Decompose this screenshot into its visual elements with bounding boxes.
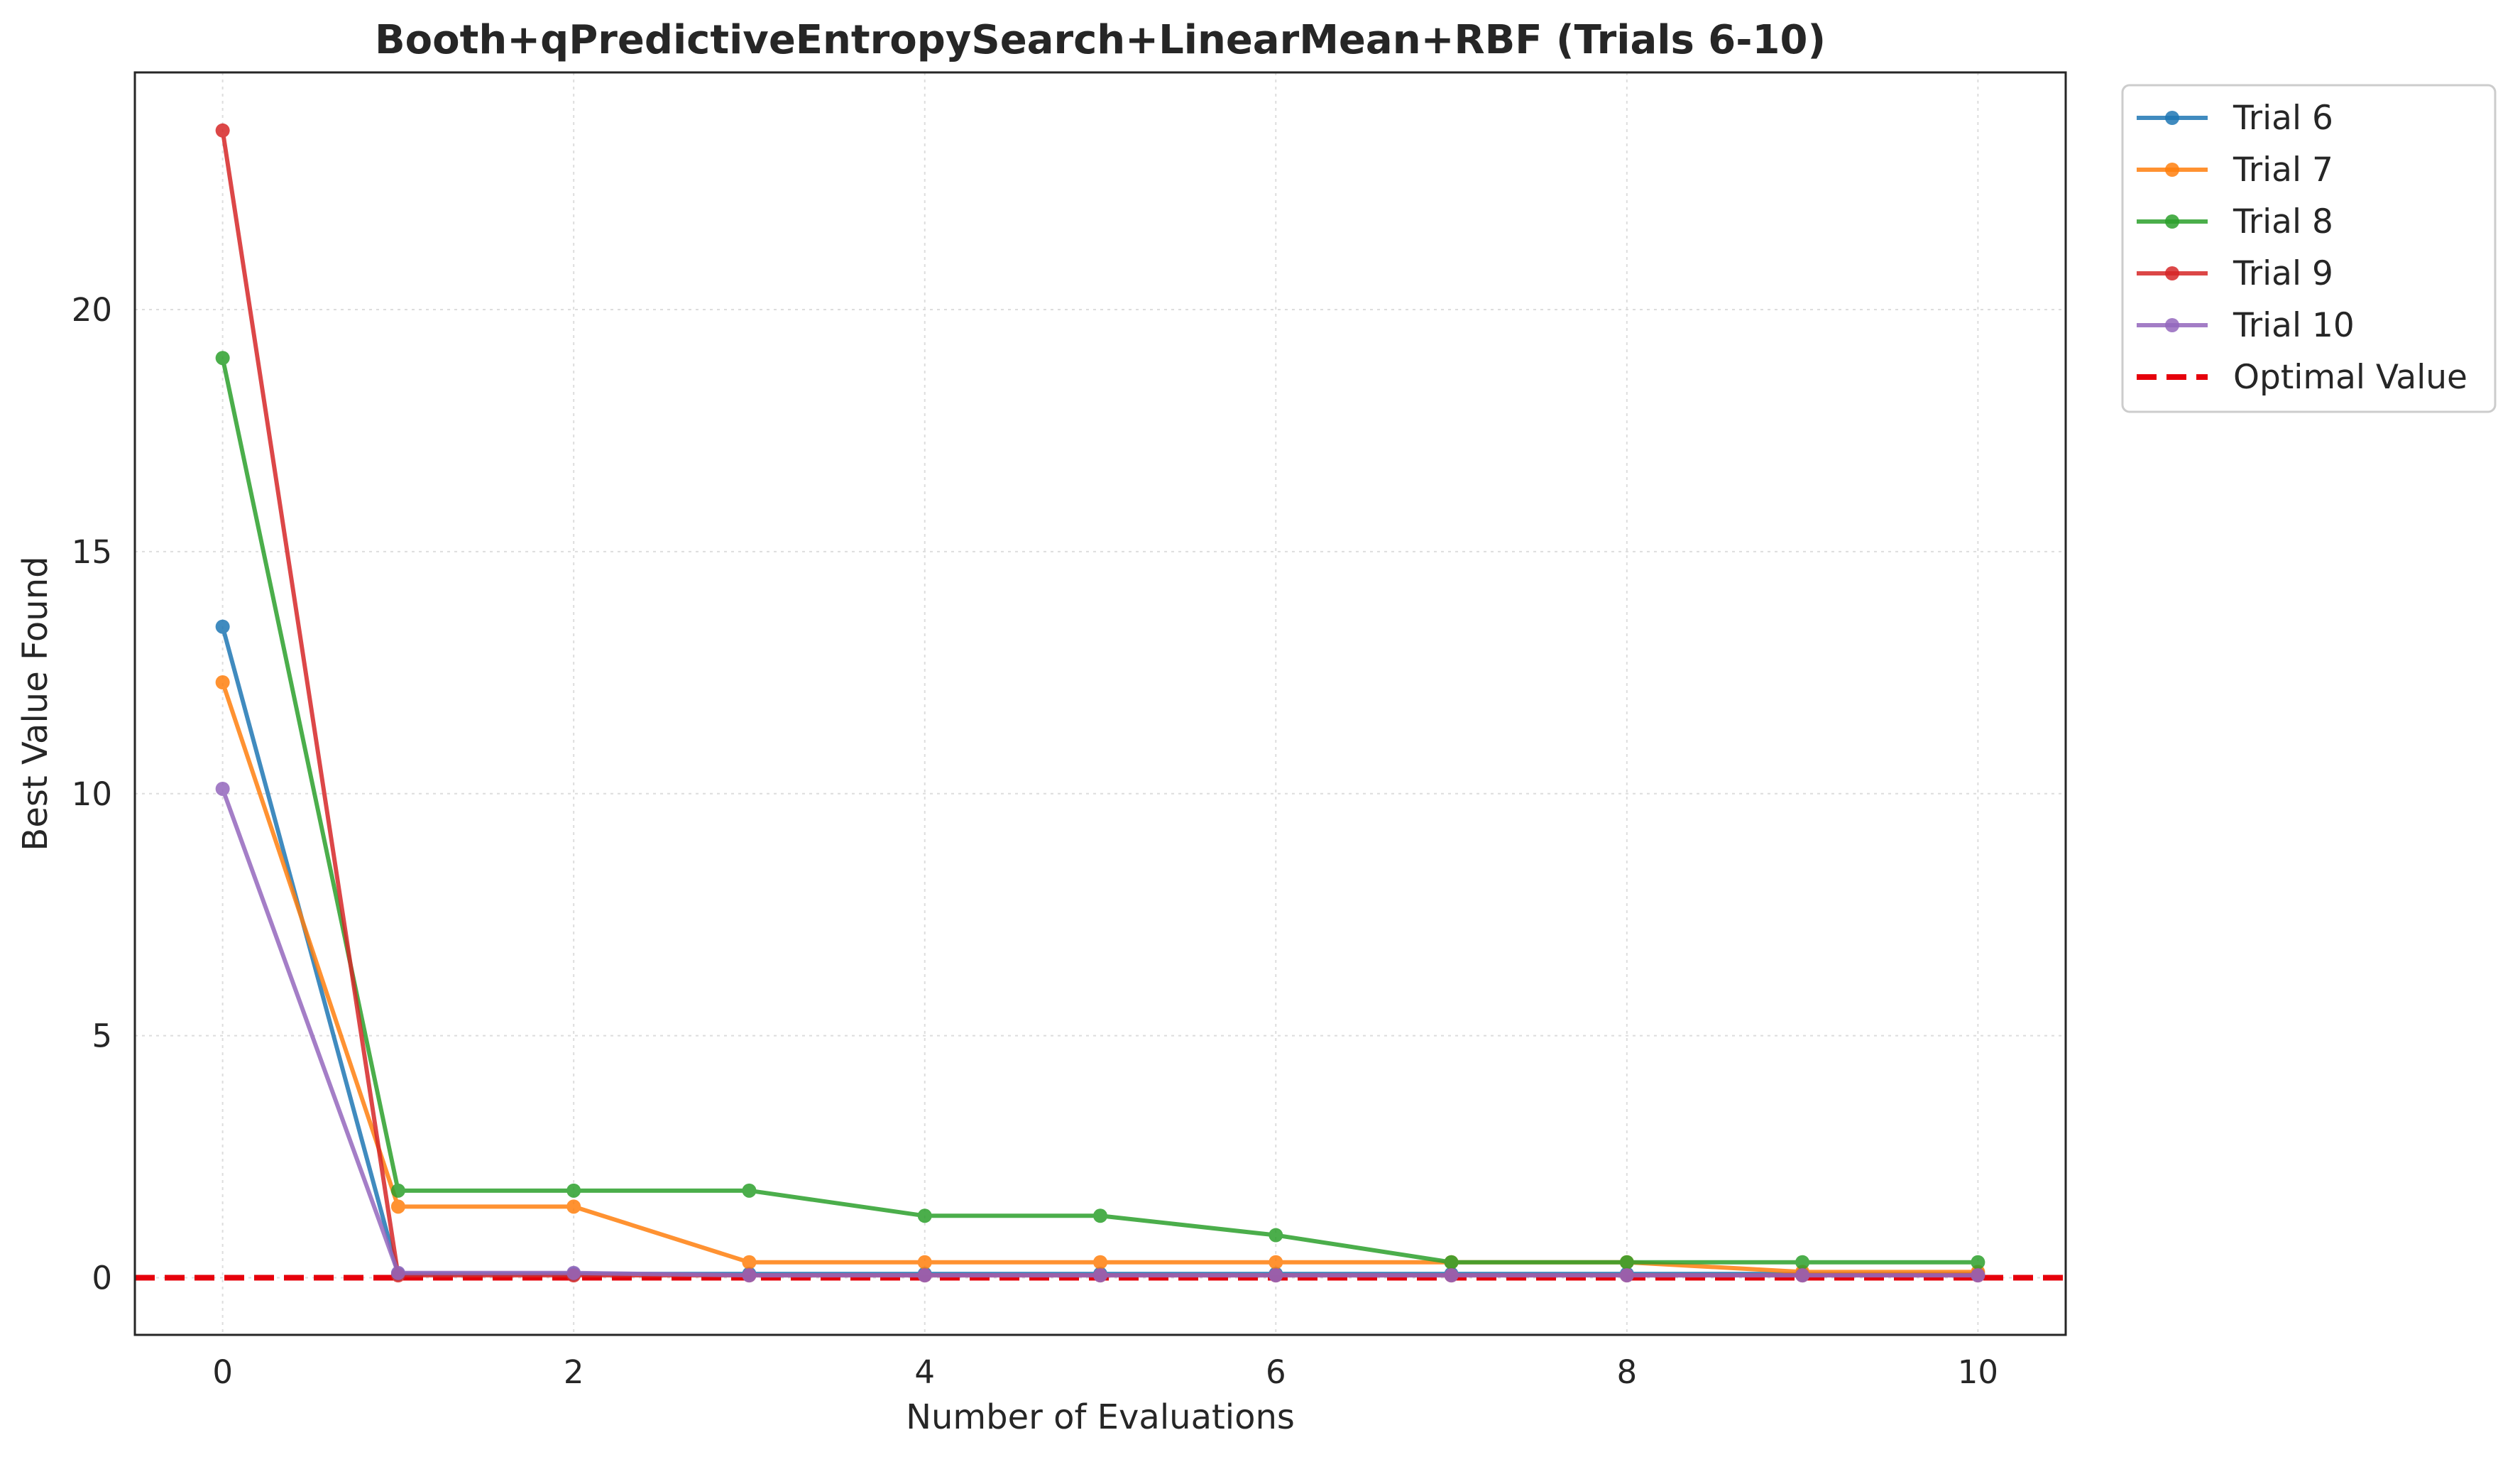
data-point (1619, 1255, 1634, 1270)
y-axis-label: Best Value Found (16, 556, 55, 851)
data-point (390, 1265, 405, 1280)
data-point (215, 781, 230, 796)
x-tick-label: 2 (564, 1353, 584, 1391)
legend-item: Trial 9 (2137, 254, 2333, 293)
y-axis-ticks: 0 5 10 15 20 (72, 291, 112, 1297)
data-point (917, 1255, 932, 1270)
y-tick-label: 5 (92, 1017, 112, 1055)
x-tick-label: 4 (914, 1353, 935, 1391)
legend-item: Optimal Value (2137, 358, 2467, 397)
data-point (1795, 1255, 1810, 1270)
y-tick-label: 10 (72, 775, 112, 813)
x-tick-label: 10 (1958, 1353, 1998, 1391)
legend-label: Optimal Value (2233, 358, 2467, 397)
data-point (566, 1183, 581, 1198)
legend-swatch-marker (2165, 214, 2179, 229)
data-point (1619, 1268, 1634, 1283)
data-point (390, 1199, 405, 1214)
legend-label: Trial 8 (2233, 202, 2333, 241)
series-group (215, 123, 1985, 1283)
legend-label: Trial 9 (2233, 254, 2333, 293)
chart-title: Booth+qPredictiveEntropySearch+LinearMea… (375, 17, 1826, 63)
data-point (1269, 1268, 1283, 1283)
data-point (566, 1265, 581, 1280)
x-tick-label: 8 (1616, 1353, 1637, 1391)
x-tick-label: 6 (1266, 1353, 1286, 1391)
data-point (742, 1268, 757, 1283)
data-point (742, 1183, 757, 1198)
x-axis-ticks: 0 2 4 6 8 10 (212, 1353, 1998, 1391)
legend-swatch-marker (2165, 266, 2179, 280)
legend-label: Trial 10 (2233, 306, 2355, 345)
y-tick-label: 15 (72, 533, 112, 571)
legend-swatch-marker (2165, 318, 2179, 332)
data-point (1093, 1255, 1107, 1270)
legend-swatch-marker (2165, 111, 2179, 125)
legend-item: Trial 8 (2137, 202, 2333, 241)
x-axis-label: Number of Evaluations (906, 1397, 1295, 1437)
data-point (1269, 1228, 1283, 1243)
y-tick-label: 20 (72, 291, 112, 329)
data-point (742, 1255, 757, 1270)
data-point (1269, 1255, 1283, 1270)
y-tick-label: 0 (92, 1260, 112, 1297)
data-point (917, 1208, 932, 1223)
data-point (390, 1183, 405, 1198)
legend-items: Trial 6 Trial 7 Trial 8 Trial 9 Trial 10 Opti… (2137, 99, 2467, 397)
data-point (1093, 1268, 1107, 1283)
series-trial-10 (215, 781, 1985, 1283)
data-point (1795, 1268, 1810, 1283)
legend-box (2121, 84, 2497, 413)
x-tick-label: 0 (212, 1353, 233, 1391)
data-point (917, 1268, 932, 1283)
data-point (1093, 1208, 1107, 1223)
legend-label: Trial 6 (2233, 99, 2333, 138)
legend-item: Trial 6 (2137, 99, 2333, 138)
data-point (1971, 1268, 1985, 1283)
data-point (215, 675, 230, 690)
data-point (215, 351, 230, 366)
data-point (1444, 1255, 1459, 1270)
legend-item: Trial 7 (2137, 151, 2333, 190)
plot-frame (133, 71, 2067, 1336)
series-trial-8 (215, 351, 1985, 1270)
legend-item: Trial 10 (2137, 306, 2355, 345)
data-point (1444, 1268, 1459, 1283)
legend-label: Trial 7 (2233, 151, 2333, 190)
data-point (215, 619, 230, 634)
data-point (215, 123, 230, 138)
data-point (1971, 1255, 1985, 1270)
legend-swatch-marker (2165, 163, 2179, 177)
legend: Trial 6 Trial 7 Trial 8 Trial 9 Trial 10 Opti… (2121, 84, 2497, 413)
data-point (566, 1199, 581, 1214)
